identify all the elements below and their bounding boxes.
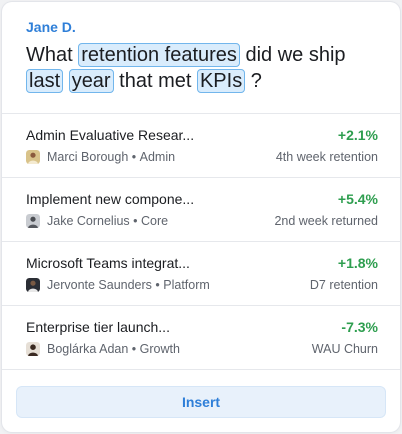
team-name: Core (141, 214, 169, 228)
feature-title: Enterprise tier launch... (26, 319, 170, 335)
team-name: Admin (139, 150, 176, 164)
query-part: that met (113, 70, 197, 92)
feature-title: Microsoft Teams integrat... (26, 255, 190, 271)
query-header: Jane D. What retention features did we s… (2, 2, 400, 98)
feature-meta: Jake Cornelius • Core (26, 213, 378, 229)
metric-name: WAU Churn (311, 342, 378, 356)
feature-meta: Marci Borough • Admin (26, 149, 378, 165)
author-name: Jane D. (26, 19, 76, 35)
metric-delta: +2.1% (337, 127, 378, 143)
query-keyword-highlight[interactable]: KPIs (196, 69, 246, 93)
panel-footer: Insert (2, 369, 400, 432)
query-part: did we ship (239, 44, 346, 66)
metric-delta: +5.4% (337, 191, 378, 207)
meta-separator: • (129, 214, 142, 228)
list-item[interactable]: Admin Evaluative Resear... Marci Borough… (2, 113, 400, 177)
team-name: Growth (139, 342, 180, 356)
query-part: What (26, 44, 79, 66)
person-avatar-icon (26, 278, 40, 292)
team-name: Platform (163, 278, 210, 292)
metric-block: -7.3% WAU Churn (312, 318, 378, 357)
owner-name: Marci Borough (47, 150, 129, 164)
query-text: What retention features did we ship last… (26, 42, 376, 94)
query-part (63, 70, 69, 92)
feature-meta: Boglárka Adan • Growth (26, 341, 378, 357)
feature-meta: Jervonte Saunders • Platform (26, 277, 378, 293)
list-item[interactable]: Microsoft Teams integrat... Jervonte Sau… (2, 241, 400, 305)
person-avatar-icon (26, 150, 40, 164)
query-part: ? (245, 70, 262, 92)
meta-separator: • (128, 150, 140, 164)
person-avatar-icon (26, 342, 40, 356)
insert-button[interactable]: Insert (16, 386, 386, 418)
feature-title: Implement new compone... (26, 191, 195, 207)
query-keyword-highlight[interactable]: year (68, 69, 114, 93)
meta-separator: • (128, 342, 140, 356)
owner-name: Jake Cornelius (47, 214, 130, 228)
owner-name: Jervonte Saunders (47, 278, 152, 292)
metric-block: +1.8% D7 retention (310, 254, 378, 293)
query-keyword-highlight[interactable]: retention features (78, 43, 240, 67)
list-item[interactable]: Implement new compone... Jake Cornelius … (2, 177, 400, 241)
metric-name: 4th week retention (275, 150, 378, 164)
metric-name: D7 retention (309, 278, 378, 292)
metric-block: +5.4% 2nd week returned (274, 190, 378, 229)
feature-title: Admin Evaluative Resear... (26, 127, 195, 143)
metric-block: +2.1% 4th week retention (276, 126, 378, 165)
owner-name: Boglárka Adan (47, 342, 129, 356)
query-keyword-highlight[interactable]: last (26, 69, 64, 93)
list-item[interactable]: Enterprise tier launch... Boglárka Adan … (2, 305, 400, 369)
metric-delta: -7.3% (341, 319, 378, 335)
results-list: Admin Evaluative Resear... Marci Borough… (2, 113, 400, 369)
metric-name: 2nd week returned (274, 214, 378, 228)
person-avatar-icon (26, 214, 40, 228)
metric-delta: +1.8% (337, 255, 378, 271)
meta-separator: • (151, 278, 164, 292)
